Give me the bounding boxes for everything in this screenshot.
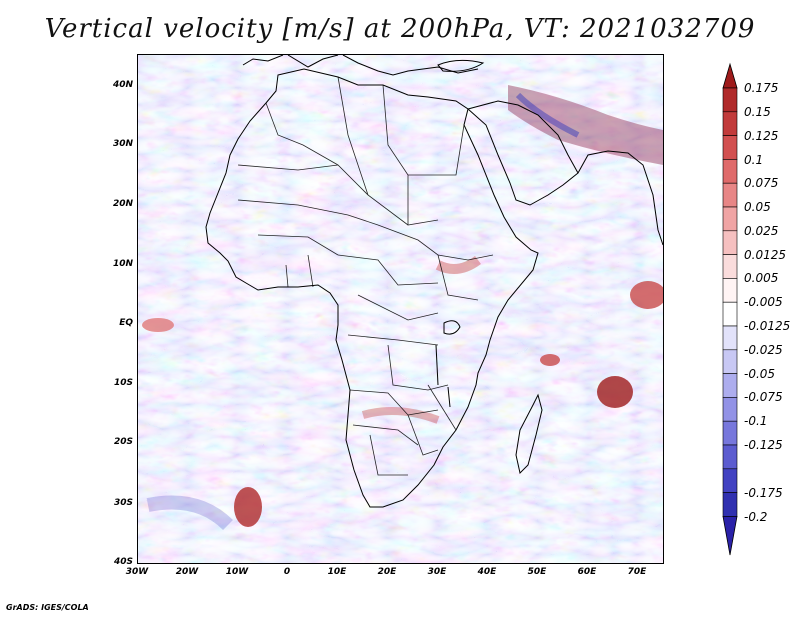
lake-tanganyika [435,344,439,386]
lon-label: 30E [427,567,447,577]
lat-label: 30N [112,139,133,149]
colorbar-label: -0.005 [744,295,783,309]
lon-label: 0 [283,567,291,577]
lake-victoria [443,320,461,335]
colorbar-label: -0.125 [744,438,783,452]
colorbar-label: 0.0125 [744,248,786,262]
lat-label: EQ [119,318,133,328]
velocity-field [138,55,663,563]
lake-malawi [447,386,451,408]
lon-label: 20W [175,567,199,577]
arabia-coastline [466,100,579,206]
colorbar-label: 0.175 [744,81,779,95]
colorbar-label: 0.15 [744,105,771,119]
map-title: Vertical velocity [m/s] at 200hPa, VT: 2… [44,14,756,44]
madagascar-coastline [515,393,543,474]
lon-label: 50E [527,567,547,577]
strong-features [142,85,663,531]
colorbar-top-arrow [722,62,738,89]
colorbar-bottom-arrow [722,515,738,556]
footer-credit: GrADS: IGES/COLA [6,603,89,612]
black-sea [437,59,485,72]
colorbar-label: 0.075 [744,176,779,190]
cell-indian-ocean [597,376,633,408]
colorbar-label: 0.05 [744,200,771,214]
tibet-band [508,85,663,165]
lat-label: 10S [113,378,133,388]
lat-label: 40S [113,557,133,567]
lat-label: 30S [113,498,133,508]
asia-coastline [577,150,663,246]
lon-label: 70E [627,567,647,577]
lon-label: 40E [477,567,497,577]
cell-south-atlantic [234,487,262,527]
cell-gulf-guinea [142,318,174,332]
lat-label: 20N [112,199,133,209]
lat-label: 40N [112,80,133,90]
colorbar-label: -0.1 [744,414,768,428]
coastlines [205,55,663,508]
lon-label: 30W [125,567,149,577]
lon-label: 20E [377,567,397,577]
cell-equatorial-indian [630,281,663,309]
europe-coastline [242,55,479,76]
colorbar-label: -0.025 [744,343,783,357]
lon-label: 60E [577,567,597,577]
lon-label: 10E [327,567,347,577]
lon-label: 10W [225,567,249,577]
colorbar [722,62,738,556]
colorbar-label: 0.1 [744,153,764,167]
colorbar-label: -0.2 [744,510,768,524]
colorbar-swatches [722,62,738,556]
colorbar-label: -0.075 [744,390,783,404]
africa-coastline [205,68,539,508]
colorbar-label: 0.025 [744,224,779,238]
lat-label: 10N [112,259,133,269]
colorbar-label: -0.0125 [744,319,791,333]
lat-label: 20S [113,437,133,447]
colorbar-label: -0.05 [744,367,776,381]
colorbar-label: 0.125 [744,129,779,143]
colorbar-label: 0.005 [744,271,779,285]
cell-madagascar-ne [540,354,560,366]
country-borders [237,76,494,476]
map-panel [137,54,664,564]
colorbar-label: -0.175 [744,486,783,500]
velocity-texture-overlay [138,55,663,563]
